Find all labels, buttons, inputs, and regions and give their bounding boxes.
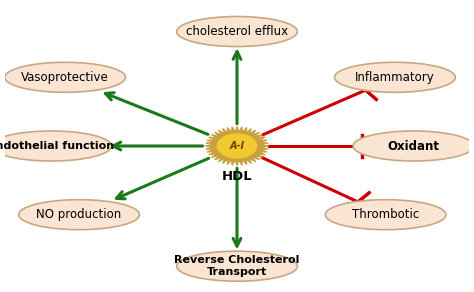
- Ellipse shape: [177, 251, 297, 281]
- Ellipse shape: [18, 200, 139, 230]
- Ellipse shape: [0, 131, 111, 161]
- Ellipse shape: [177, 17, 297, 46]
- Text: cholesterol efflux: cholesterol efflux: [186, 25, 288, 38]
- Text: Inflammatory: Inflammatory: [355, 71, 435, 84]
- Text: Vasoprotective: Vasoprotective: [21, 71, 109, 84]
- Text: A-I: A-I: [229, 141, 245, 151]
- Text: Reverse Cholesterol
Transport: Reverse Cholesterol Transport: [174, 256, 300, 277]
- Ellipse shape: [5, 62, 126, 92]
- Ellipse shape: [353, 131, 474, 161]
- Ellipse shape: [335, 62, 456, 92]
- Text: Endothelial function: Endothelial function: [0, 141, 114, 151]
- Polygon shape: [205, 126, 269, 166]
- Text: Oxidant: Oxidant: [388, 140, 439, 152]
- Text: Thrombotic: Thrombotic: [352, 208, 419, 221]
- Text: HDL: HDL: [222, 170, 252, 183]
- Circle shape: [218, 134, 256, 158]
- Ellipse shape: [325, 200, 446, 230]
- Text: NO production: NO production: [36, 208, 122, 221]
